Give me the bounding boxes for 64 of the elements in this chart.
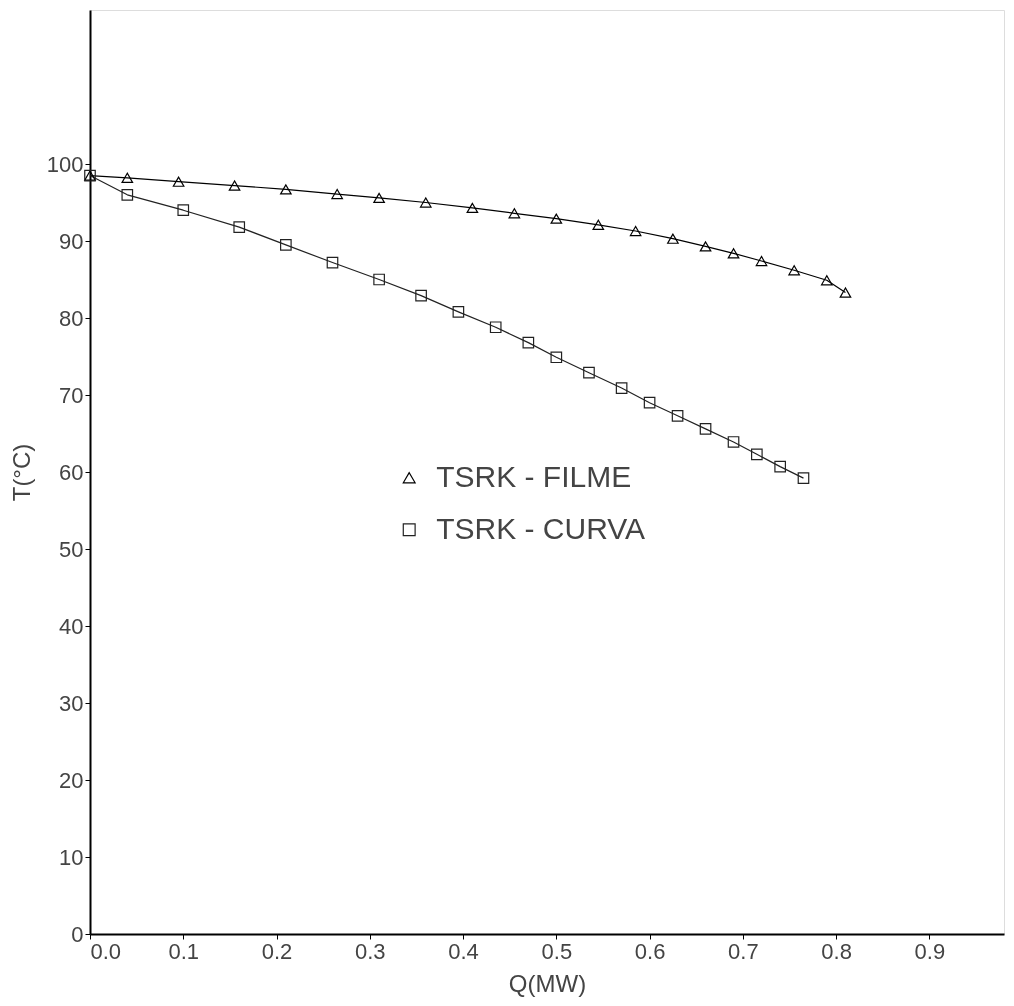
point [671,409,684,422]
point [466,202,479,214]
point [508,208,521,219]
y-tick-label: 30 [59,690,84,716]
point [583,366,595,379]
x-tick-label: 0.7 [728,938,759,964]
legend-label: TSRK - CURVA [436,511,646,545]
y-axis-title: T(°C) [7,443,35,502]
y-tick-label: 0 [71,921,84,947]
x-tick-label: 0.8 [821,938,852,964]
point [592,219,605,230]
point [326,256,339,269]
point [550,213,563,224]
point [643,396,656,409]
point [373,273,385,286]
point [774,460,787,473]
x-axis-title: Q(MW) [508,969,587,997]
point [550,351,563,364]
y-tick-label: 20 [59,767,84,793]
point [373,192,385,204]
point [667,233,679,244]
y-tick-label: 90 [59,228,84,254]
point [615,382,628,394]
x-tick-label: 0.4 [448,938,479,964]
point [751,448,763,461]
y-tick-label: 10 [59,844,84,870]
point [755,255,768,267]
x-tick-label: 0.0 [90,938,122,964]
point [699,423,712,435]
point [839,287,852,298]
point [797,472,810,484]
point [121,172,134,183]
x-tick-label: 0.9 [914,938,946,964]
y-tick-label: 80 [59,305,84,331]
x-tick-label: 0.5 [541,938,573,964]
point [489,321,502,334]
point [820,275,833,286]
point [228,180,241,191]
x-tick-label: 0.3 [355,938,386,964]
point [727,436,740,448]
point [280,239,292,251]
y-tick-label: 50 [59,536,84,562]
point [629,225,642,237]
point [121,188,134,201]
y-tick-label: 60 [59,459,84,485]
x-tick-label: 0.1 [168,938,200,964]
y-tick-label: 40 [59,613,84,639]
legend-label: TSRK - FILME [436,459,632,493]
y-tick-label: 100 [46,151,84,177]
point [522,336,535,349]
point [699,241,712,252]
x-tick-label: 0.6 [634,938,666,964]
point [727,248,740,259]
y-tick-label: 70 [59,382,84,408]
point [280,184,292,195]
point [331,188,343,200]
point [172,176,185,187]
x-tick-label: 0.2 [261,938,293,964]
point [452,306,465,318]
point [233,221,246,233]
point [415,289,427,302]
point [788,265,800,276]
point [177,204,190,217]
point [419,197,432,208]
